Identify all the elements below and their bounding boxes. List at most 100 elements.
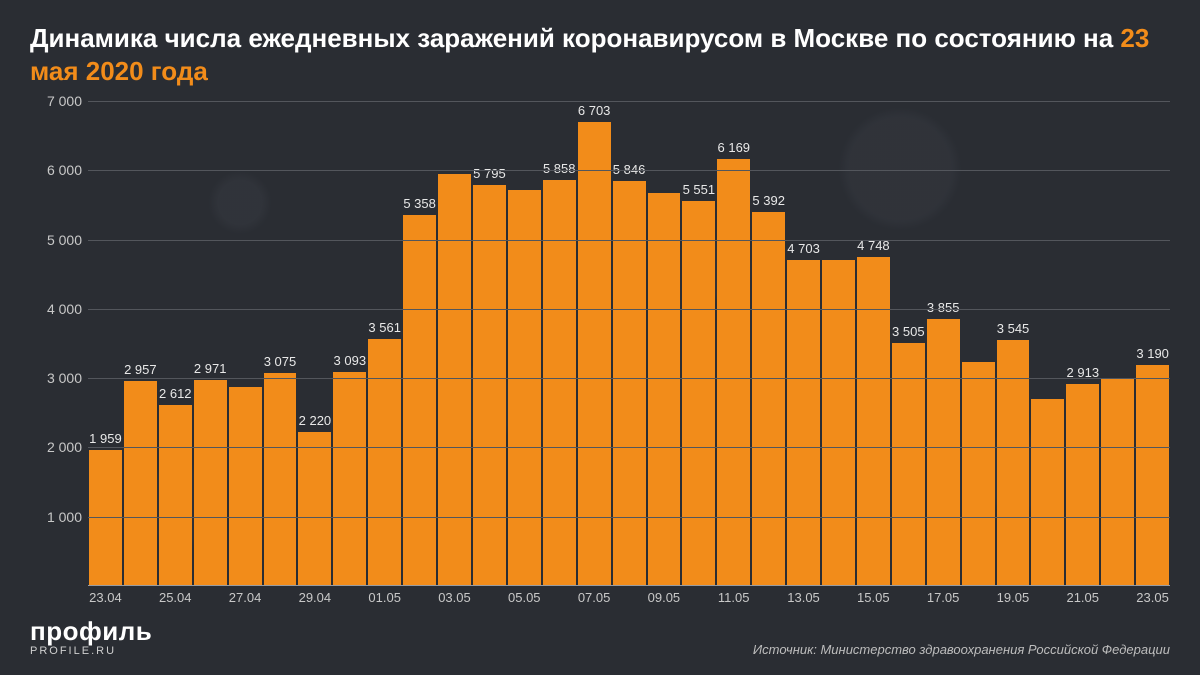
bar-slot: 3 075 (264, 101, 297, 586)
x-axis: 23.0425.0427.0429.0401.0503.0505.0507.05… (88, 586, 1170, 610)
publisher-logo: профиль PROFILE.RU (30, 618, 152, 657)
bar-slot (822, 101, 855, 586)
bar (962, 362, 995, 586)
bar-value-label: 5 358 (403, 196, 436, 211)
bar-slot: 3 093 (333, 101, 366, 586)
chart-area: 1 0002 0003 0004 0005 0006 0007 000 1 95… (30, 101, 1170, 586)
bar-slot: 4 748 (857, 101, 890, 586)
bar-slot: 3 561 (368, 101, 401, 586)
bar-slot: 2 220 (298, 101, 331, 586)
bar-value-label: 1 959 (89, 431, 122, 446)
y-tick-label: 2 000 (47, 439, 82, 455)
y-tick-label: 3 000 (47, 370, 82, 386)
bar-slot: 6 703 (578, 101, 611, 586)
footer: профиль PROFILE.RU Источник: Министерств… (30, 618, 1170, 657)
bar (1031, 399, 1064, 586)
y-tick-label: 1 000 (47, 509, 82, 525)
grid-line (88, 378, 1170, 379)
bar-slot: 5 551 (682, 101, 715, 586)
x-tick-label: 03.05 (438, 590, 471, 605)
bar (892, 343, 925, 586)
bar (752, 212, 785, 586)
y-axis: 1 0002 0003 0004 0005 0006 0007 000 (30, 101, 88, 586)
bar-slot (1031, 101, 1064, 586)
bar (717, 159, 750, 586)
bar-value-label: 3 561 (368, 320, 401, 335)
bar-value-label: 3 855 (927, 300, 960, 315)
x-tick-label: 11.05 (718, 590, 750, 605)
bar (1136, 365, 1169, 586)
x-tick-label: 29.04 (299, 590, 332, 605)
bar-slot: 4 703 (787, 101, 820, 586)
bar (543, 180, 576, 586)
bar-value-label: 5 392 (752, 193, 785, 208)
plot-area: 1 959 2 9572 6122 971 3 075 2 2203 0933 561… (88, 101, 1170, 586)
x-tick-label: 17.05 (927, 590, 960, 605)
x-tick-label: 27.04 (229, 590, 262, 605)
grid-line (88, 170, 1170, 171)
bar-slot: 5 358 (403, 101, 436, 586)
bar-slot: 2 612 (159, 101, 192, 586)
bar (159, 405, 192, 586)
logo-main-text: профиль (30, 618, 152, 644)
bar (229, 387, 262, 586)
bar-slot: 3 190 (1136, 101, 1169, 586)
bar-value-label: 3 545 (997, 321, 1030, 336)
bar-value-label: 2 220 (299, 413, 332, 428)
x-tick-label: 23.04 (89, 590, 122, 605)
bar-slot (962, 101, 995, 586)
source-attribution: Источник: Министерство здравоохранения Р… (753, 642, 1170, 657)
grid-line (88, 447, 1170, 448)
title-prefix: Динамика числа ежедневных заражений коро… (30, 23, 1120, 53)
y-tick-label: 6 000 (47, 162, 82, 178)
x-tick-label: 15.05 (857, 590, 890, 605)
bar-slot (1101, 101, 1134, 586)
bar-value-label: 3 190 (1136, 346, 1169, 361)
bar (333, 372, 366, 586)
bar-slot: 5 858 (543, 101, 576, 586)
bar-value-label: 2 612 (159, 386, 192, 401)
bar-slot: 2 971 (194, 101, 227, 586)
bar (368, 339, 401, 586)
x-tick-label: 13.05 (787, 590, 820, 605)
bar-slot: 6 169 (717, 101, 750, 586)
infographic-container: Динамика числа ежедневных заражений коро… (0, 0, 1200, 675)
bar (89, 450, 122, 586)
x-tick-label: 23.05 (1136, 590, 1169, 605)
bar (508, 190, 541, 586)
grid-line (88, 517, 1170, 518)
y-tick-label: 7 000 (47, 93, 82, 109)
bar-slot: 3 855 (927, 101, 960, 586)
bar (124, 381, 157, 586)
grid-line (88, 101, 1170, 102)
bar-slot: 5 846 (613, 101, 646, 586)
bar-slot: 3 545 (997, 101, 1030, 586)
bar-slot: 5 392 (752, 101, 785, 586)
bar (473, 185, 506, 587)
bar (682, 201, 715, 586)
bar-value-label: 3 075 (264, 354, 297, 369)
bar-value-label: 5 795 (473, 166, 506, 181)
bar (264, 373, 297, 586)
x-tick-label: 25.04 (159, 590, 192, 605)
bar (298, 432, 331, 586)
grid-line (88, 309, 1170, 310)
bar-slot (438, 101, 471, 586)
bar-value-label: 5 858 (543, 161, 576, 176)
bar-slot: 2 957 (124, 101, 157, 586)
bar-value-label: 4 703 (787, 241, 820, 256)
bar (648, 193, 681, 586)
bar-value-label: 2 957 (124, 362, 157, 377)
x-tick-label: 19.05 (997, 590, 1030, 605)
x-tick-label: 07.05 (578, 590, 611, 605)
x-tick-label: 09.05 (648, 590, 681, 605)
bar (613, 181, 646, 586)
bar (403, 215, 436, 586)
bar (1066, 384, 1099, 586)
x-tick-label: 01.05 (368, 590, 401, 605)
bar-slot (648, 101, 681, 586)
bar (1101, 379, 1134, 586)
logo-sub-text: PROFILE.RU (30, 646, 152, 657)
x-tick-label: 21.05 (1066, 590, 1099, 605)
bar-slot: 3 505 (892, 101, 925, 586)
